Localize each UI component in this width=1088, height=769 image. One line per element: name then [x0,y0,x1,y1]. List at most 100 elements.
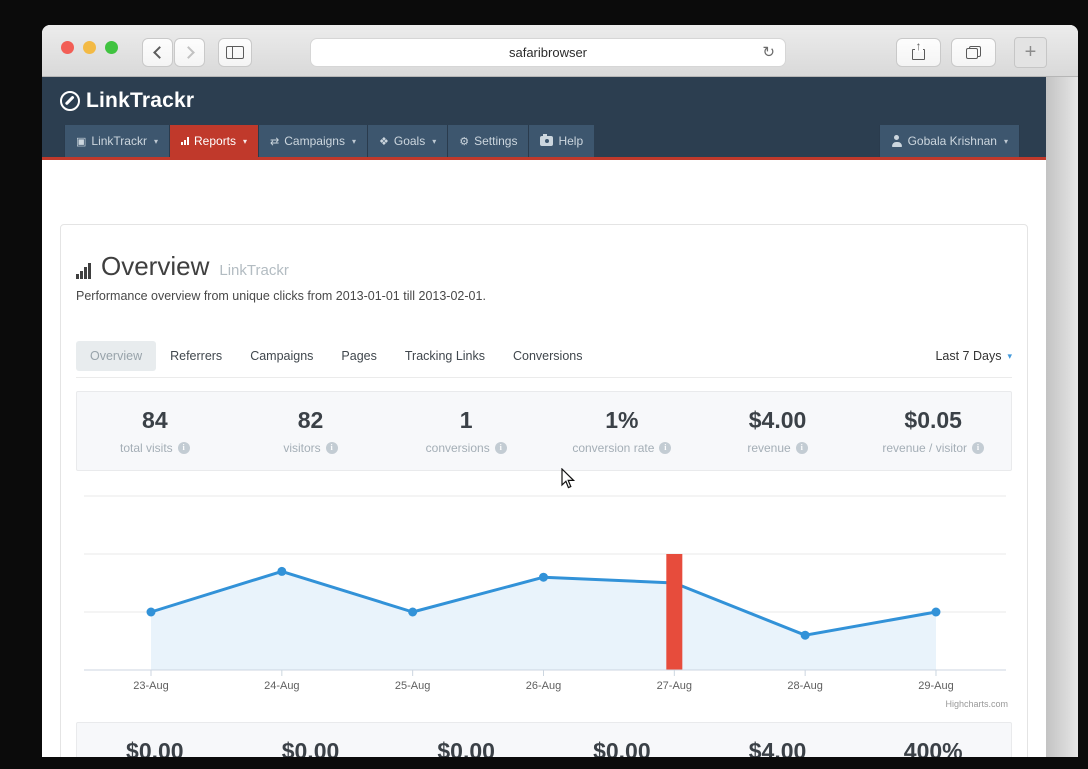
linktrackr-logo[interactable]: LinkTrackr [60,89,194,113]
nav-item-help[interactable]: Help [528,125,595,157]
chevron-down-icon: ▾ [1003,136,1008,146]
info-icon[interactable] [659,442,672,454]
minimize-window-icon[interactable] [83,41,96,54]
share-button[interactable] [896,38,941,67]
data-point-28-Aug[interactable] [800,630,810,640]
page-subtitle: Performance overview from unique clicks … [76,289,486,303]
share-icon [912,49,925,60]
shuffle-icon: ⇄ [270,135,280,148]
x-axis-label: 29-Aug [918,680,953,692]
stat-label: revenue [747,441,808,455]
show-tabs-button[interactable] [951,38,996,67]
stat-label-text: conversions [425,441,490,455]
stat-label-text: revenue / visitor [882,441,968,455]
nav-item-settings[interactable]: ⚙ Settings [447,125,529,157]
overview-card: Overview LinkTrackr Performance overview… [60,224,1028,757]
app-header: LinkTrackr [42,77,1046,125]
info-icon[interactable] [972,442,985,454]
data-point-25-Aug[interactable] [408,607,418,617]
stat-roi: 400%roi [855,723,1011,757]
sidebar-icon [226,46,244,59]
nav-item-label: Reports [194,134,237,148]
stat-label: revenue / visitor [882,441,985,455]
stat-visitors: 82 visitors [233,392,389,470]
linktrackr-logo-icon [60,91,80,111]
stat-conversions: 1 conversions [388,392,544,470]
page-head: Overview LinkTrackr Performance overview… [76,225,1012,303]
stat-label: conversion rate [572,441,672,455]
chevron-left-icon [152,46,166,59]
stat-value: $0.05 [904,407,962,433]
nav-item-goals[interactable]: ❖ Goals ▾ [366,125,448,157]
page-content: LinkTrackr ▣ LinkTrackr ▾ Reports ▾ ⇄ Campaign… [42,77,1046,757]
nav-item-linktrackr[interactable]: ▣ LinkTrackr ▾ [64,125,169,157]
stat-value: $4.00 [748,407,807,433]
stat-value: 400% [903,738,963,757]
nav-item-campaigns[interactable]: ⇄ Campaigns ▾ [258,125,367,157]
stat-label-text: total visits [119,441,173,455]
stat-value: 1% [605,407,639,433]
stat-value: $4.00 [748,738,807,757]
visits-chart[interactable]: 23-Aug 24-Aug 25-Aug 26-Aug 27-Aug 28-Aug 29-A… [76,477,1012,715]
stats-band-bottom: $0.00total cost$0.00cost / visit$0.00cos… [76,722,1012,757]
info-icon[interactable] [795,442,808,454]
nav-item-reports[interactable]: Reports ▾ [169,125,259,157]
tab-tracking-links[interactable]: Tracking Links [404,349,485,363]
credits-label[interactable]: Highcharts.com [945,699,1008,709]
back-button[interactable] [142,38,173,67]
stat-revenue-visitor: $0.05 revenue / visitor [855,392,1011,470]
bar-chart-icon [76,262,91,279]
user-menu-label: Gobala Krishnan [907,134,997,148]
user-menu[interactable]: Gobala Krishnan ▾ [878,125,1020,157]
window-edge-strip [1046,77,1078,757]
cube-icon: ▣ [76,135,87,148]
tab-overview[interactable]: Overview [76,341,157,371]
forward-button[interactable] [174,38,205,67]
page-body: Overview LinkTrackr Performance overview… [42,212,1046,757]
zoom-window-icon[interactable] [105,41,118,54]
reload-icon[interactable]: ↻ [762,44,775,61]
date-range-label: Last 7 Days [935,349,1002,363]
window-controls [61,41,118,54]
chevron-right-icon [181,46,195,59]
date-range-select[interactable]: Last 7 Days ▾ [935,349,1012,363]
page-title: Overview [101,251,210,281]
nav-item-label: Help [558,134,584,148]
info-icon[interactable] [325,442,338,454]
data-point-26-Aug[interactable] [538,572,548,582]
nav-item-label: LinkTrackr [91,134,147,148]
sidebar-toggle-button[interactable] [218,38,252,67]
x-axis-label: 24-Aug [264,680,299,692]
tab-conversions[interactable]: Conversions [513,349,583,363]
address-bar-text: safaribrowser [508,45,588,60]
tab-campaigns[interactable]: Campaigns [250,349,314,363]
stat-conversion-rate: 1% conversion rate [544,392,700,470]
report-tabs: Overview Referrers Campaigns Pages Tracking … [76,341,1012,378]
column-27-Aug[interactable] [666,554,683,670]
info-icon[interactable] [177,442,190,454]
user-icon [891,135,903,147]
chevron-down-icon: ▾ [432,136,437,146]
nav-item-label: Settings [474,134,518,148]
bar-chart-icon [181,137,189,145]
diamond-icon: ❖ [378,135,389,148]
mouse-cursor [561,468,576,489]
tab-referrers[interactable]: Referrers [170,349,223,363]
address-bar[interactable]: safaribrowser ↻ [310,38,786,67]
data-point-23-Aug[interactable] [146,607,156,617]
stat-revenue: $4.00 revenue [700,392,856,470]
stat-value: 1 [459,407,473,433]
stat-total-visits: 84 total visits [77,392,233,470]
stat-value: 84 [142,407,168,433]
info-icon[interactable] [494,442,507,454]
nav-item-label: Goals [393,134,426,148]
new-tab-button[interactable]: + [1014,37,1047,68]
stat-label-text: visitors [283,441,321,455]
data-point-24-Aug[interactable] [277,566,287,576]
area-fill [151,571,936,670]
data-point-29-Aug[interactable] [931,607,941,617]
close-window-icon[interactable] [61,41,74,54]
stat-label: total visits [120,441,190,455]
tab-pages[interactable]: Pages [341,349,377,363]
wrench-icon: ⚙ [459,135,470,148]
